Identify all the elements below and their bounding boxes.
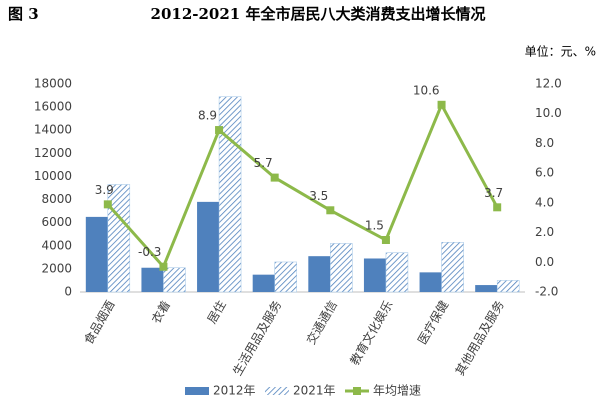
y-tick-label: 4000 <box>41 238 72 252</box>
data-label: -0.3 <box>138 245 161 259</box>
y2-tick-label: 8.0 <box>535 136 554 150</box>
x-tick-label: 交通通信 <box>303 298 340 347</box>
y2-tick-label: 4.0 <box>535 195 554 209</box>
bar <box>441 242 464 293</box>
y2-tick-label: 6.0 <box>535 166 554 180</box>
data-label: 5.7 <box>254 156 273 170</box>
y-tick-label: 6000 <box>41 215 72 229</box>
data-label: 3.9 <box>95 183 114 197</box>
bar <box>496 280 520 293</box>
y2-tick-label: 0.0 <box>535 255 554 269</box>
bar <box>419 272 442 292</box>
legend-label: 2012年 <box>213 384 256 398</box>
y-tick-label: 0 <box>64 285 72 299</box>
line-marker <box>326 206 335 215</box>
y-tick-label: 14000 <box>34 123 72 137</box>
line-marker <box>215 126 224 135</box>
x-tick-label: 衣着 <box>148 298 173 326</box>
legend-label: 年均增速 <box>373 384 421 398</box>
legend-swatch <box>185 387 209 395</box>
bar <box>141 267 164 292</box>
legend-swatch <box>353 387 361 395</box>
y2-tick-label: -2.0 <box>535 285 558 299</box>
line-marker <box>103 200 112 209</box>
y2-tick-label: 12.0 <box>535 77 562 91</box>
data-label: 3.7 <box>484 186 503 200</box>
unit-label: 单位：元、% <box>525 44 596 59</box>
data-label: 10.6 <box>413 83 440 97</box>
bar <box>330 243 353 293</box>
y-tick-label: 2000 <box>41 261 72 275</box>
line-marker <box>270 173 279 182</box>
y-tick-label: 10000 <box>34 169 72 183</box>
figure-label: 图 3 <box>8 5 39 23</box>
bar <box>197 201 220 292</box>
y-tick-label: 16000 <box>34 100 72 114</box>
x-tick-label: 其他用品及服务 <box>452 298 507 378</box>
bar <box>363 258 386 292</box>
y-tick-label: 18000 <box>34 77 72 91</box>
data-label: 3.5 <box>309 189 328 203</box>
x-tick-label: 食品烟酒 <box>80 298 117 347</box>
bar <box>252 274 275 292</box>
chart-title: 2012-2021 年全市居民八大类消费支出增长情况 <box>151 5 486 23</box>
line-marker <box>381 236 390 244</box>
x-tick-label: 居住 <box>205 298 229 326</box>
line <box>106 101 499 270</box>
bar <box>385 252 409 293</box>
bar <box>163 267 186 293</box>
y2-tick-label: 2.0 <box>535 225 554 239</box>
line-marker <box>159 262 168 271</box>
bar <box>308 256 331 292</box>
bar <box>475 285 498 292</box>
line-marker <box>493 203 502 212</box>
y2-tick-label: 10.0 <box>535 106 562 120</box>
x-tick-label: 教育文化娱乐 <box>347 298 396 368</box>
x-tick-label: 医疗保健 <box>415 298 451 347</box>
y-tick-label: 8000 <box>41 192 72 206</box>
bar <box>274 261 297 293</box>
y-tick-label: 12000 <box>34 146 72 160</box>
line-marker <box>437 100 446 109</box>
legend-swatch <box>265 387 289 395</box>
bar <box>85 216 108 292</box>
x-tick-label: 生活用品及服务 <box>229 298 284 378</box>
data-label: 8.9 <box>198 109 217 123</box>
data-label: 1.5 <box>365 219 384 233</box>
legend-label: 2021年 <box>293 384 336 398</box>
bar <box>218 96 242 293</box>
